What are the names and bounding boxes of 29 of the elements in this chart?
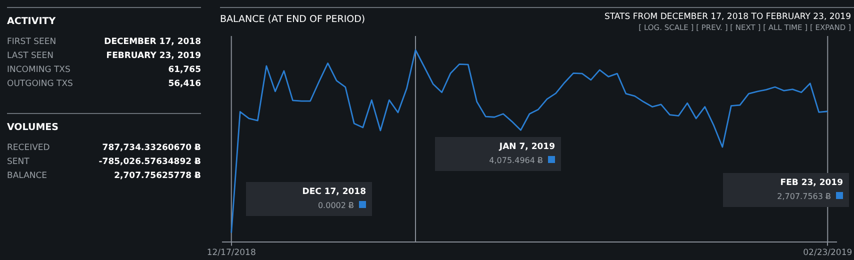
- text: 61,765: [168, 65, 201, 75]
- category-label: BALANCE: [7, 170, 48, 183]
- category-label: INCOMING TXS: [7, 64, 70, 77]
- text: -785,026.57634892 Ƀ: [98, 157, 201, 167]
- tooltip: DEC 17, 2018 0.0002 Ƀ: [246, 182, 372, 216]
- category-label: OUTGOING TXS: [7, 78, 73, 91]
- chart-title: BALANCE (AT END OF PERIOD): [220, 14, 366, 25]
- annotation: DEC 17, 2018: [301, 186, 366, 199]
- annotation: FEB 23, 2019: [779, 177, 843, 190]
- text: 2,707.75625778 Ƀ: [114, 171, 201, 181]
- text: ACTIVITY: [7, 16, 57, 27]
- tooltip: FEB 23, 2019 2,707.7563 Ƀ: [723, 173, 849, 207]
- text: FEBRUARY 23, 2019: [106, 51, 201, 61]
- chart-subtitle: STATS FROM DECEMBER 17, 2018 TO FEBRUARY 23, 2019: [604, 12, 851, 22]
- category-label: LAST SEEN: [7, 50, 54, 63]
- annotation: 2,707.7563 Ƀ: [777, 192, 831, 201]
- category-label: SENT: [7, 156, 30, 169]
- tooltip: JAN 7, 2019 4,075.4964 Ƀ: [435, 137, 561, 171]
- annotation: JAN 7, 2019: [498, 141, 555, 154]
- text: DECEMBER 17, 2018: [104, 37, 201, 47]
- annotation: 4,075.4964 Ƀ: [489, 156, 543, 165]
- text: VOLUMES: [7, 122, 60, 133]
- category-label: FIRST SEEN: [7, 36, 56, 49]
- category-label: RECEIVED: [7, 142, 50, 155]
- annotation: 0.0002 Ƀ: [318, 201, 354, 210]
- text: 787,734.33260670 Ƀ: [102, 143, 201, 153]
- text: 56,416: [168, 79, 201, 89]
- x-tick-label: 12/17/2018: [206, 248, 256, 258]
- x-tick-label: 02/23/2019: [803, 248, 852, 258]
